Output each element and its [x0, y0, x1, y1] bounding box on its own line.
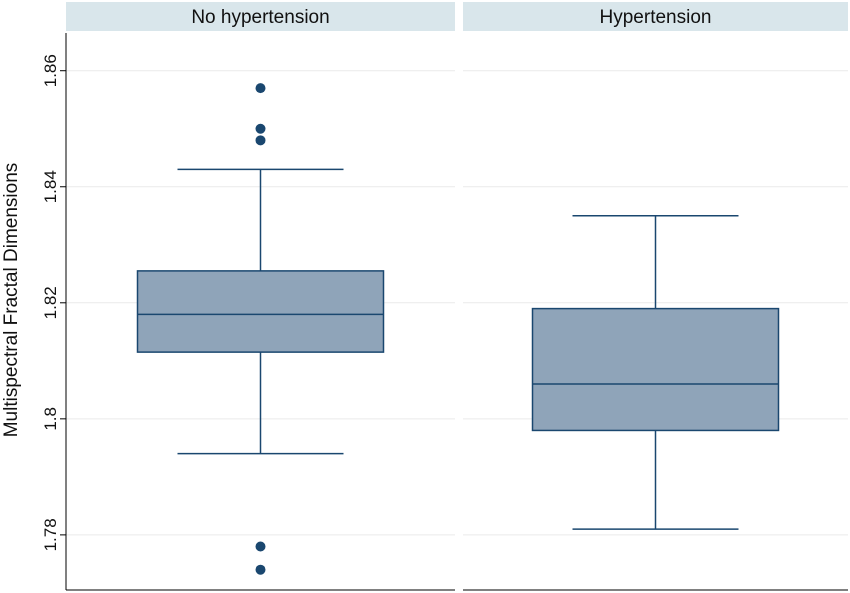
- y-axis: 1.78 1.8 1.82 1.84 1.86: [41, 33, 67, 590]
- outlier-point: [255, 83, 266, 94]
- outlier-point: [255, 564, 266, 575]
- panel-1: No hypertension: [66, 2, 455, 591]
- outlier-point: [255, 135, 266, 146]
- panel-header: [66, 2, 455, 31]
- y-tick-label: 1.78: [41, 518, 60, 551]
- y-tick-label: 1.86: [41, 54, 60, 87]
- iqr-box: [136, 270, 385, 353]
- panels: No hypertension Hypertension: [66, 2, 848, 591]
- y-tick-label: 1.82: [41, 286, 60, 319]
- outlier-point: [255, 123, 266, 134]
- panel-title: No hypertension: [191, 7, 329, 28]
- y-axis-title: Multispectral Fractal Dimensions: [1, 163, 22, 438]
- panel-title: Hypertension: [600, 7, 712, 28]
- outlier-point: [255, 541, 266, 552]
- y-tick-label: 1.8: [41, 407, 60, 431]
- panel-2: Hypertension: [463, 2, 848, 591]
- iqr-box: [531, 307, 780, 432]
- y-tick-label: 1.84: [41, 170, 60, 203]
- panel-header: [463, 2, 848, 31]
